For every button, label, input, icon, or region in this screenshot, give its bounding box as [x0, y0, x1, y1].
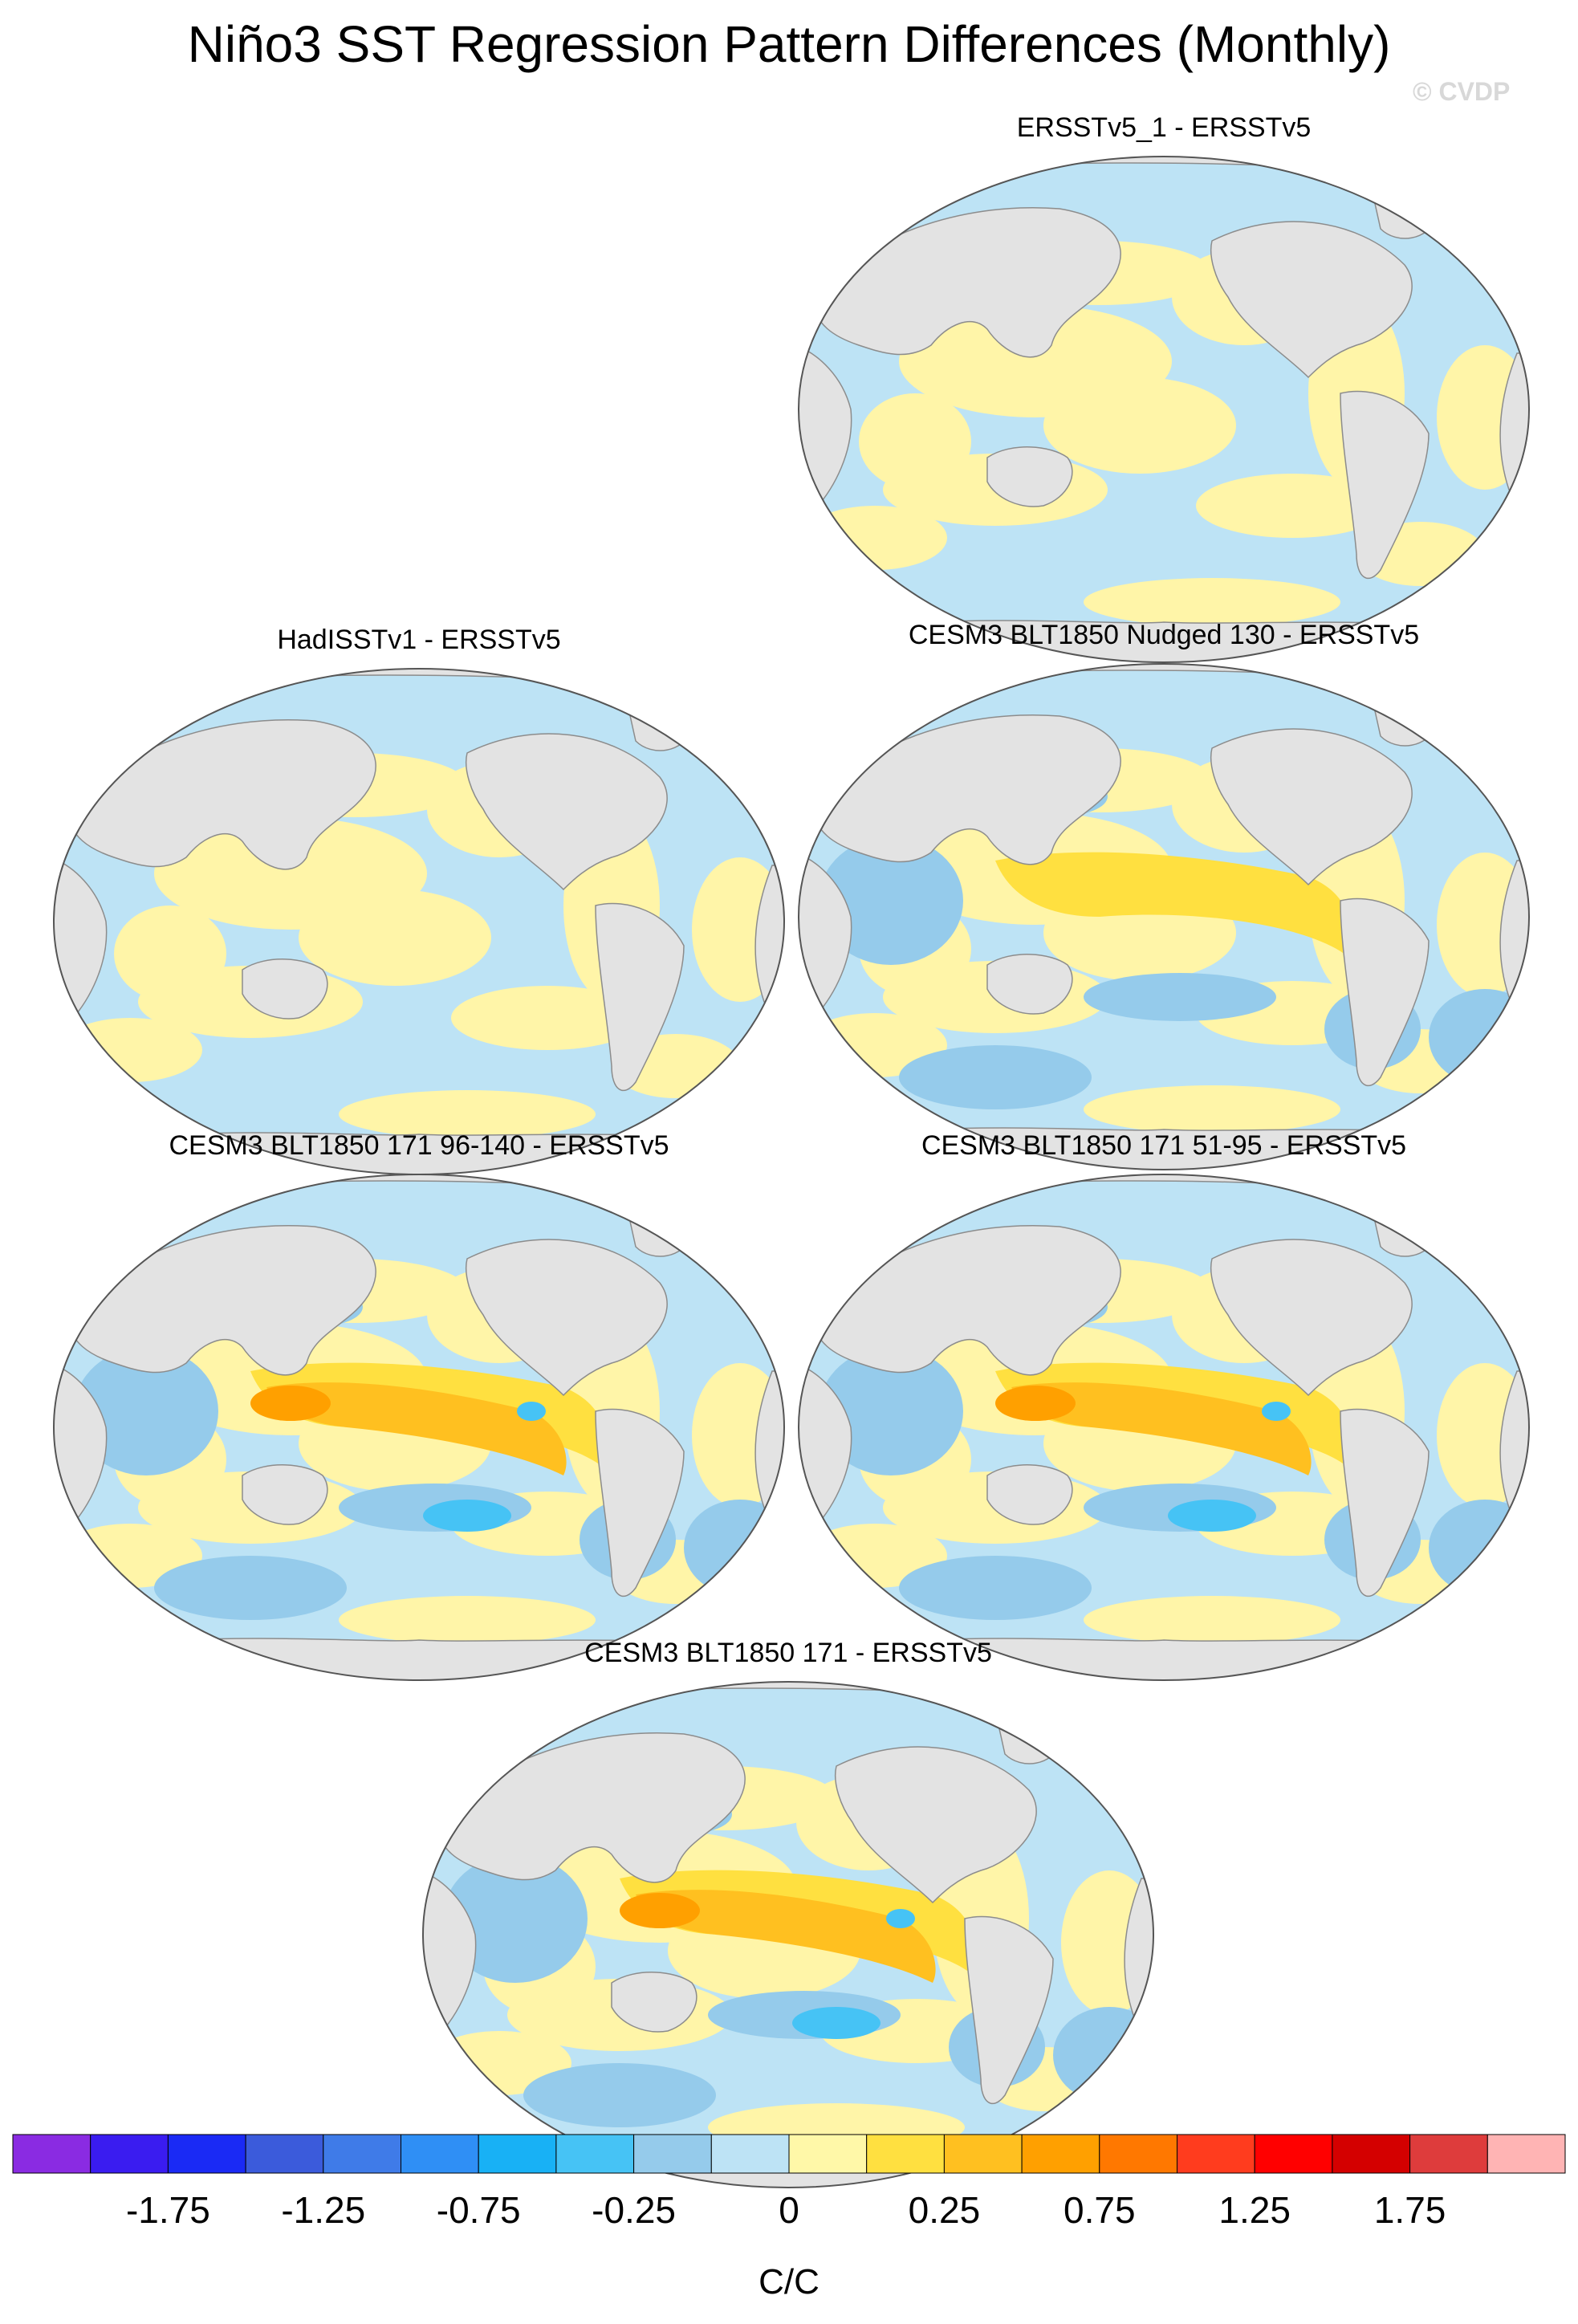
colorbar-swatch [943, 2134, 1023, 2174]
panel-title: CESM3 BLT1850 171 96-140 - ERSSTv5 [169, 1130, 669, 1161]
colorbar-units: C/C [758, 2262, 820, 2302]
colorbar-tick-label: -0.25 [592, 2189, 676, 2231]
world-map [422, 1681, 1154, 2188]
colorbar-swatch [866, 2134, 945, 2174]
panel-title: CESM3 BLT1850 171 51-95 - ERSSTv5 [921, 1130, 1407, 1161]
colorbar-swatch [1177, 2134, 1255, 2174]
colorbar-swatch [788, 2134, 868, 2174]
colorbar-swatch [90, 2134, 169, 2174]
map-panel-hadisstv1: HadISSTv1 - ERSSTv5 [50, 625, 788, 1178]
colorbar-tick-label: -1.75 [126, 2189, 210, 2231]
colorbar-swatch [478, 2134, 557, 2174]
colorbar-swatch [1254, 2134, 1333, 2174]
map-panel-171-96-140: CESM3 BLT1850 171 96-140 - ERSSTv5 [50, 1130, 788, 1684]
colorbar-swatch [555, 2134, 635, 2174]
world-map [53, 1174, 785, 1681]
world-map [798, 156, 1530, 663]
colorbar-tick-label: -0.75 [437, 2189, 521, 2231]
world-map [53, 668, 785, 1175]
colorbar-swatch [633, 2134, 712, 2174]
map-panel-171-51-95: CESM3 BLT1850 171 51-95 - ERSSTv5 [795, 1130, 1533, 1684]
colorbar-tick-label: 1.25 [1218, 2189, 1291, 2231]
map-panel-ersstv5-1: ERSSTv5_1 - ERSSTv5 [795, 112, 1533, 666]
colorbar-swatch [245, 2134, 324, 2174]
colorbar-swatch [12, 2134, 92, 2174]
world-map [798, 1174, 1530, 1681]
colorbar-swatch [401, 2134, 479, 2174]
colorbar-swatch [167, 2134, 246, 2174]
colorbar: -1.75 -1.25 -0.75 -0.25 0 0.25 0.75 1.25 1.75 [12, 2134, 1566, 2231]
figure-title: Niño3 SST Regression Pattern Differences… [187, 15, 1391, 73]
panel-title: HadISSTv1 - ERSSTv5 [277, 625, 561, 655]
colorbar-tick-label: 0.25 [909, 2189, 981, 2231]
colorbar-tick-label: 0.75 [1064, 2189, 1136, 2231]
colorbar-swatch [323, 2134, 401, 2174]
panel-title: CESM3 BLT1850 171 - ERSSTv5 [584, 1638, 992, 1668]
map-panel-nudged-130: CESM3 BLT1850 Nudged 130 - ERSSTv5 [795, 620, 1533, 1174]
colorbar-tick-label: -1.25 [281, 2189, 365, 2231]
colorbar-tick-label: 1.75 [1374, 2189, 1446, 2231]
colorbar-tick-label: 0 [779, 2189, 799, 2231]
world-map [798, 663, 1530, 1170]
colorbar-swatch [1021, 2134, 1100, 2174]
colorbar-swatch [1409, 2134, 1488, 2174]
panel-title: CESM3 BLT1850 Nudged 130 - ERSSTv5 [908, 620, 1420, 650]
colorbar-swatch [1332, 2134, 1411, 2174]
colorbar-swatch [1099, 2134, 1178, 2174]
panel-title: ERSSTv5_1 - ERSSTv5 [1016, 112, 1312, 143]
cvdp-watermark: © CVDP [1413, 77, 1511, 106]
colorbar-swatch [1486, 2134, 1566, 2174]
map-panel-171: CESM3 BLT1850 171 - ERSSTv5 [419, 1638, 1157, 2192]
colorbar-swatch [710, 2134, 790, 2174]
